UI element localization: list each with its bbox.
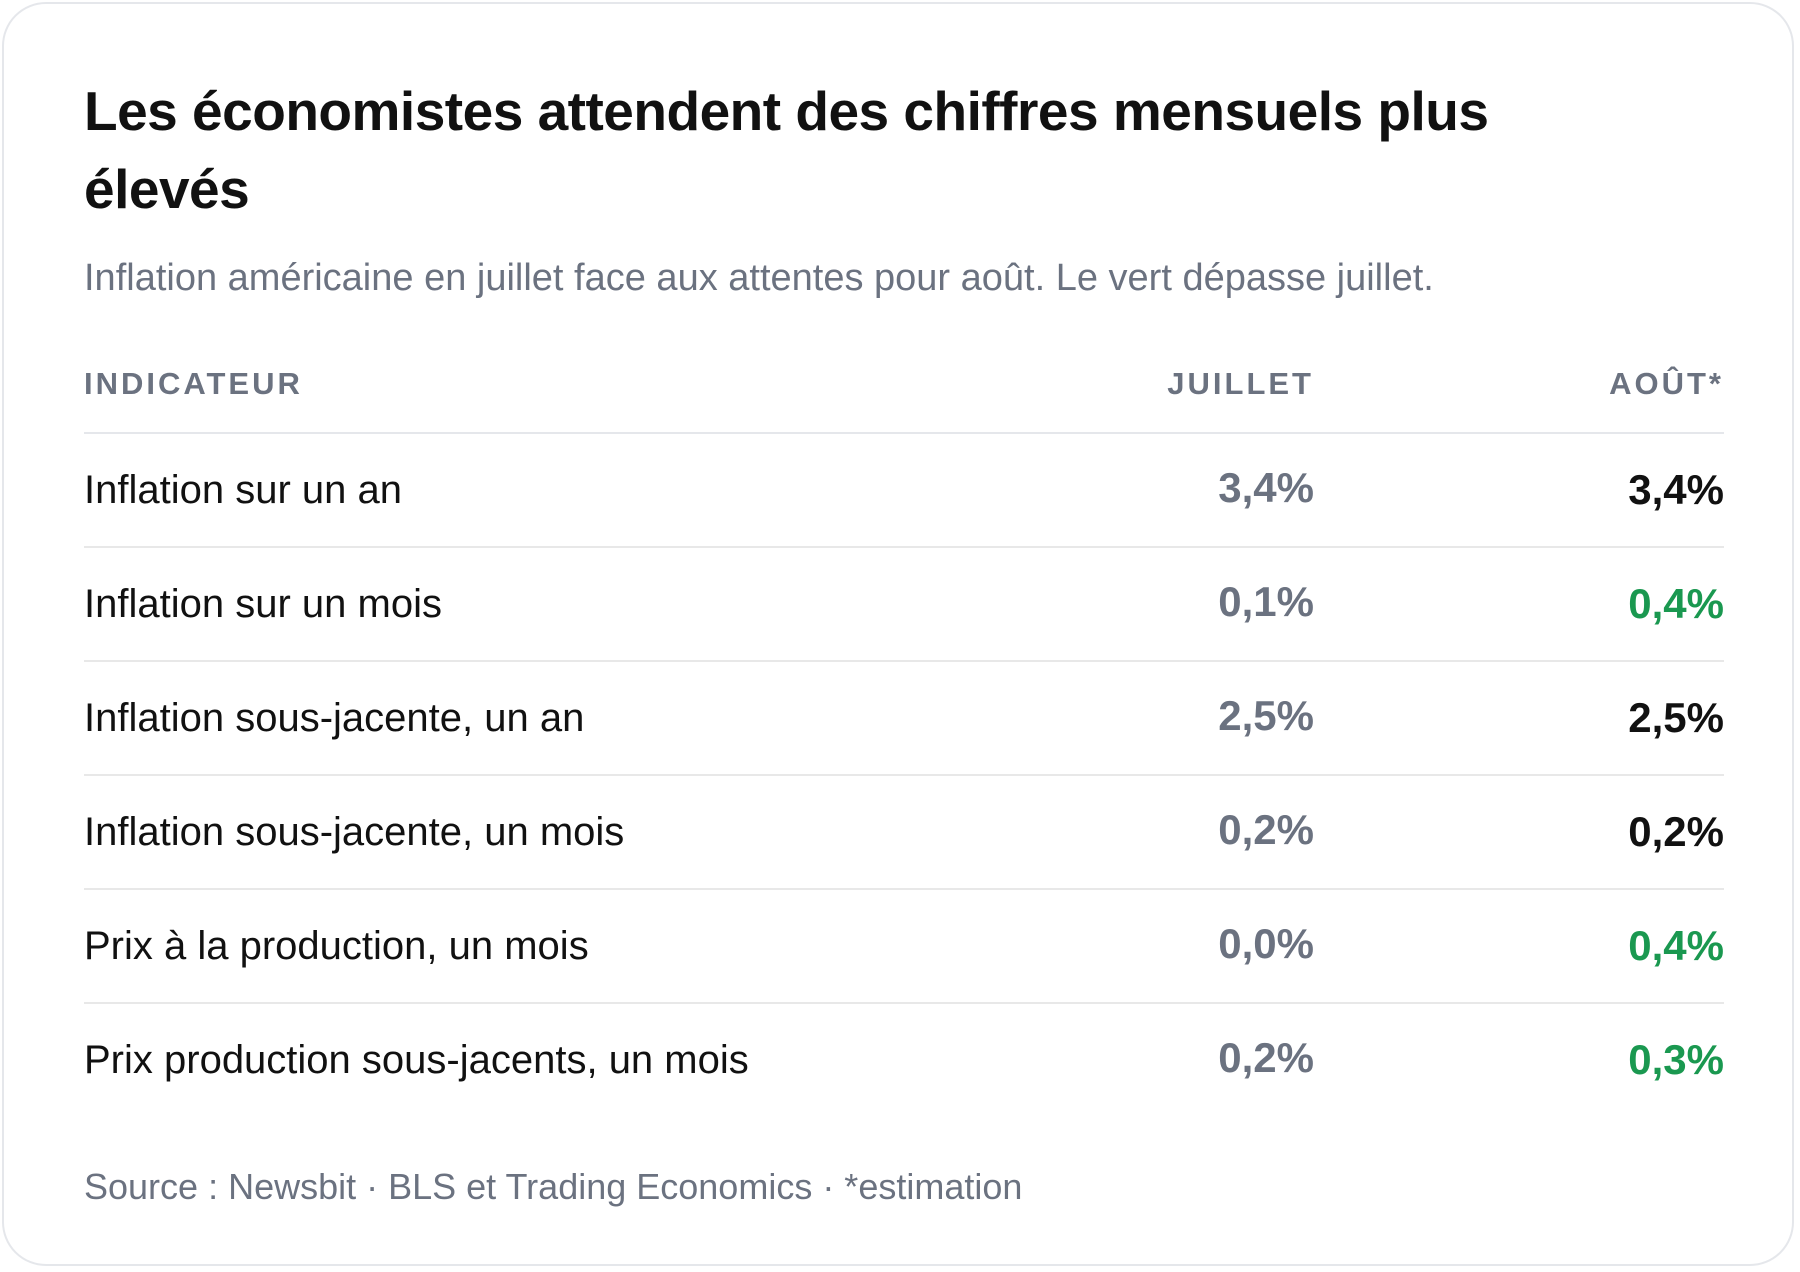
july-value: 0,0% <box>1218 920 1314 967</box>
header-indicator: INDICATEUR <box>84 366 303 401</box>
indicator-label: Prix production sous-jacents, un mois <box>84 1038 749 1082</box>
table-row: Inflation sur un an 3,4% 3,4% <box>84 434 1724 548</box>
indicator-label: Inflation sous-jacente, un an <box>84 696 585 740</box>
august-value: 2,5% <box>1628 694 1724 741</box>
august-value: 3,4% <box>1628 466 1724 513</box>
july-value: 2,5% <box>1218 692 1314 739</box>
august-value: 0,4% <box>1628 922 1724 969</box>
august-value: 0,3% <box>1628 1036 1724 1083</box>
inflation-table: INDICATEUR JUILLET AOÛT* Inflation sur u… <box>84 360 1724 1118</box>
chart-title: Les économistes attendent des chiffres m… <box>84 80 1489 220</box>
header-august: AOÛT* <box>1609 366 1724 401</box>
indicator-label: Inflation sur un mois <box>84 582 442 626</box>
header-july: JUILLET <box>1167 366 1314 401</box>
table-row: Prix production sous-jacents, un mois 0,… <box>84 1004 1724 1118</box>
indicator-label: Inflation sous-jacente, un mois <box>84 810 625 854</box>
indicator-label: Inflation sur un an <box>84 468 402 512</box>
source-note: Source : Newsbit · BLS et Trading Econom… <box>84 1166 1023 1207</box>
table-header: INDICATEUR JUILLET AOÛT* <box>84 360 1724 434</box>
table-row: Inflation sur un mois 0,1% 0,4% <box>84 548 1724 662</box>
july-value: 0,1% <box>1218 578 1314 625</box>
chart-subtitle: Inflation américaine en juillet face aux… <box>84 257 1434 299</box>
table-row: Inflation sous-jacente, un an 2,5% 2,5% <box>84 662 1724 776</box>
july-value: 0,2% <box>1218 1034 1314 1081</box>
indicator-label: Prix à la production, un mois <box>84 924 589 968</box>
table-row: Prix à la production, un mois 0,0% 0,4% <box>84 890 1724 1004</box>
july-value: 3,4% <box>1218 464 1314 511</box>
august-value: 0,4% <box>1628 580 1724 627</box>
july-value: 0,2% <box>1218 806 1314 853</box>
table-row: Inflation sous-jacente, un mois 0,2% 0,2… <box>84 776 1724 890</box>
august-value: 0,2% <box>1628 808 1724 855</box>
